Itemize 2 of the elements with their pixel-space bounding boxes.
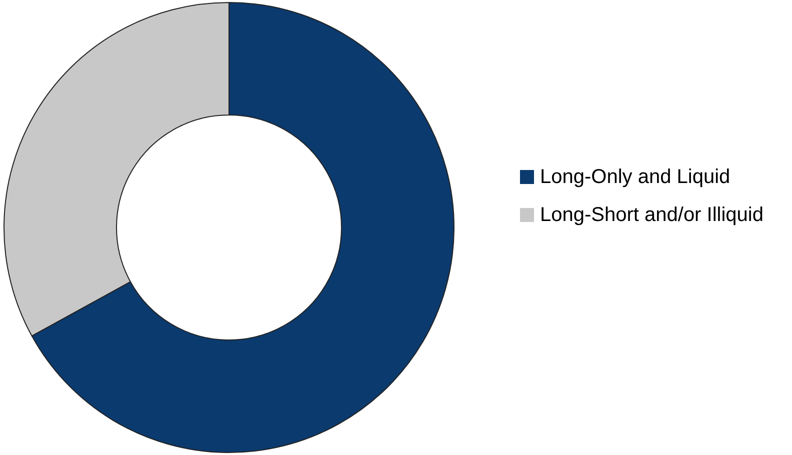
legend-label: Long-Short and/or Illiquid [540, 203, 764, 227]
legend-label: Long-Only and Liquid [540, 165, 730, 189]
